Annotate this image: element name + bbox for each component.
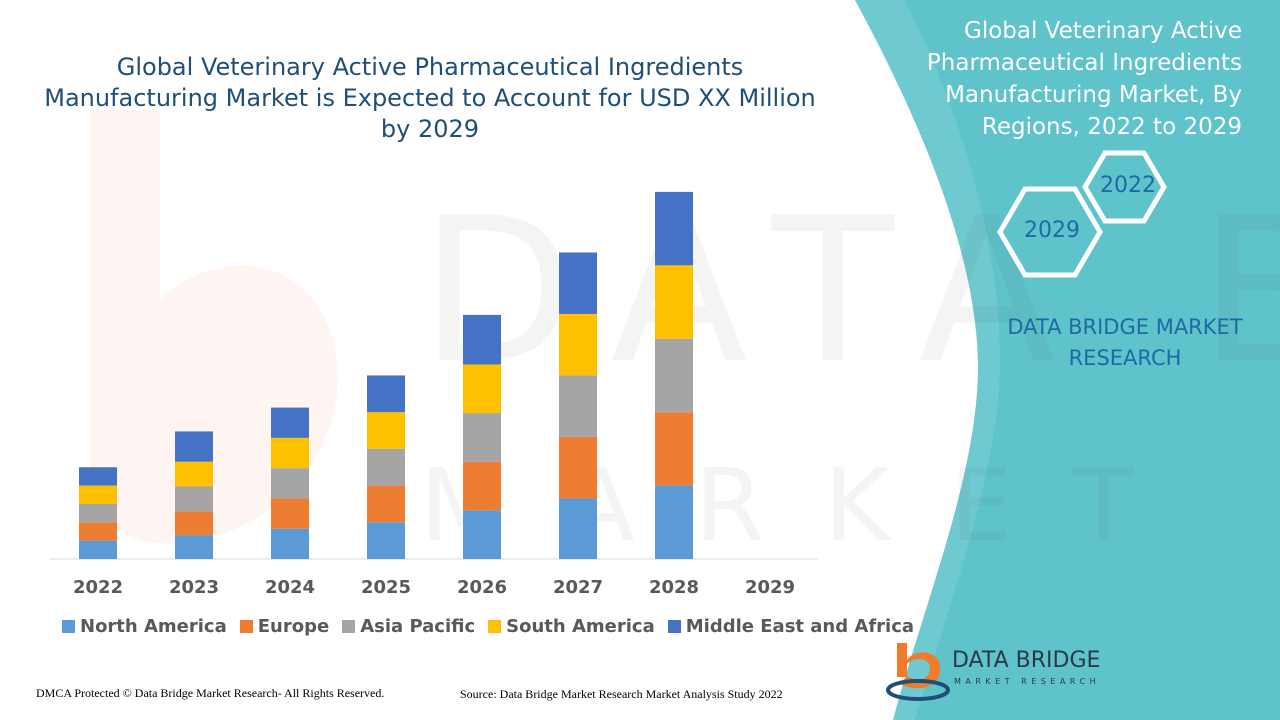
bar-2024-europe	[271, 498, 309, 529]
legend-item-north-america: North America	[62, 616, 227, 637]
legend-item-middle-east-and-africa: Middle East and Africa	[667, 616, 915, 637]
x-tick-label-2029: 2029	[745, 577, 795, 598]
bar-2028-middle-east-and-africa	[655, 191, 693, 266]
hexagon-2022	[1082, 150, 1167, 224]
legend-label: Middle East and Africa	[685, 616, 915, 637]
bar-2026-south-america	[463, 364, 501, 414]
x-tick-labels: 2022 2023 2024 2025 2026 2027 2028 2029	[73, 577, 795, 598]
logo-mark	[886, 643, 950, 701]
bar-2027-south-america	[559, 313, 597, 376]
bar-2024-south-america	[271, 437, 309, 469]
bar-2022-middle-east-and-africa	[79, 467, 117, 486]
x-tick-label-2024: 2024	[265, 577, 315, 598]
legend-item-asia-pacific: Asia Pacific	[342, 616, 475, 637]
x-tick-label-2025: 2025	[361, 577, 411, 598]
bar-2022-south-america	[79, 485, 117, 504]
x-tick-label-2023: 2023	[169, 577, 219, 598]
hex-label-2022: 2022	[1100, 173, 1156, 198]
x-tick-label-2028: 2028	[649, 577, 699, 598]
bar-2024-asia-pacific	[271, 468, 309, 499]
bar-2022-europe	[79, 522, 117, 541]
bar-2026-europe	[463, 461, 501, 511]
side-panel-title: Global Veterinary Active Pharmaceutical …	[926, 18, 1242, 140]
legend-swatch	[239, 620, 253, 633]
logo-tagline: MARKET RESEARCH	[954, 677, 1101, 686]
x-tick-label-2026: 2026	[457, 577, 507, 598]
legend: North America Europe Asia Pacific South Ame…	[62, 616, 927, 637]
bar-2023-asia-pacific	[175, 486, 213, 512]
bar-2028-south-america	[655, 265, 693, 339]
bar-2026-middle-east-and-africa	[463, 314, 501, 365]
x-tick-label-2027: 2027	[553, 577, 603, 598]
side-panel-highlight	[855, 0, 1000, 720]
x-tick-label-2022: 2022	[73, 577, 123, 598]
bar-2023-south-america	[175, 461, 213, 487]
chart-title: Global Veterinary Active Pharmaceutical …	[44, 53, 816, 143]
bar-2024-middle-east-and-africa	[271, 407, 309, 438]
copyright-notice: DMCA Protected © Data Bridge Market Rese…	[36, 686, 385, 700]
bar-2025-asia-pacific	[367, 448, 405, 486]
legend-swatch	[62, 620, 75, 633]
legend-item-europe: Europe	[239, 616, 330, 637]
legend-item-south-america: South America	[488, 616, 655, 637]
brand-name: DATA BRIDGE MARKET RESEARCH	[1007, 315, 1243, 370]
bar-2025-europe	[367, 485, 405, 523]
bar-2025-south-america	[367, 412, 405, 449]
legend-swatch	[667, 620, 681, 633]
logo-name: DATA BRIDGE	[952, 648, 1101, 673]
bar-2027-europe	[559, 436, 597, 499]
bar-2027-north-america	[559, 498, 597, 559]
bar-2028-north-america	[655, 485, 693, 559]
legend-swatch	[342, 620, 356, 633]
legend-swatch	[488, 620, 502, 633]
bar-2027-asia-pacific	[559, 375, 597, 437]
bar-2024-north-america	[271, 528, 309, 559]
bar-2025-middle-east-and-africa	[367, 375, 405, 413]
bar-2023-north-america	[175, 535, 213, 559]
legend-label: South America	[506, 616, 655, 637]
legend-label: Asia Pacific	[360, 616, 476, 637]
bar-2026-asia-pacific	[463, 413, 501, 462]
bar-2028-asia-pacific	[655, 338, 693, 413]
bar-2026-north-america	[463, 510, 501, 559]
hexagon-2029	[997, 186, 1103, 278]
bar-2023-europe	[175, 511, 213, 536]
legend-label: Europe	[257, 616, 330, 637]
bar-2027-middle-east-and-africa	[559, 252, 597, 314]
hex-label-2029: 2029	[1024, 218, 1080, 243]
bar-2022-asia-pacific	[79, 503, 117, 523]
bar-2022-north-america	[79, 540, 117, 559]
bar-2023-middle-east-and-africa	[175, 431, 213, 462]
bar-2028-europe	[655, 412, 693, 486]
source-note: Source: Data Bridge Market Research Mark…	[460, 687, 783, 701]
bar-2025-north-america	[367, 522, 405, 559]
legend-label: North America	[80, 616, 227, 637]
bars-group	[79, 191, 693, 559]
